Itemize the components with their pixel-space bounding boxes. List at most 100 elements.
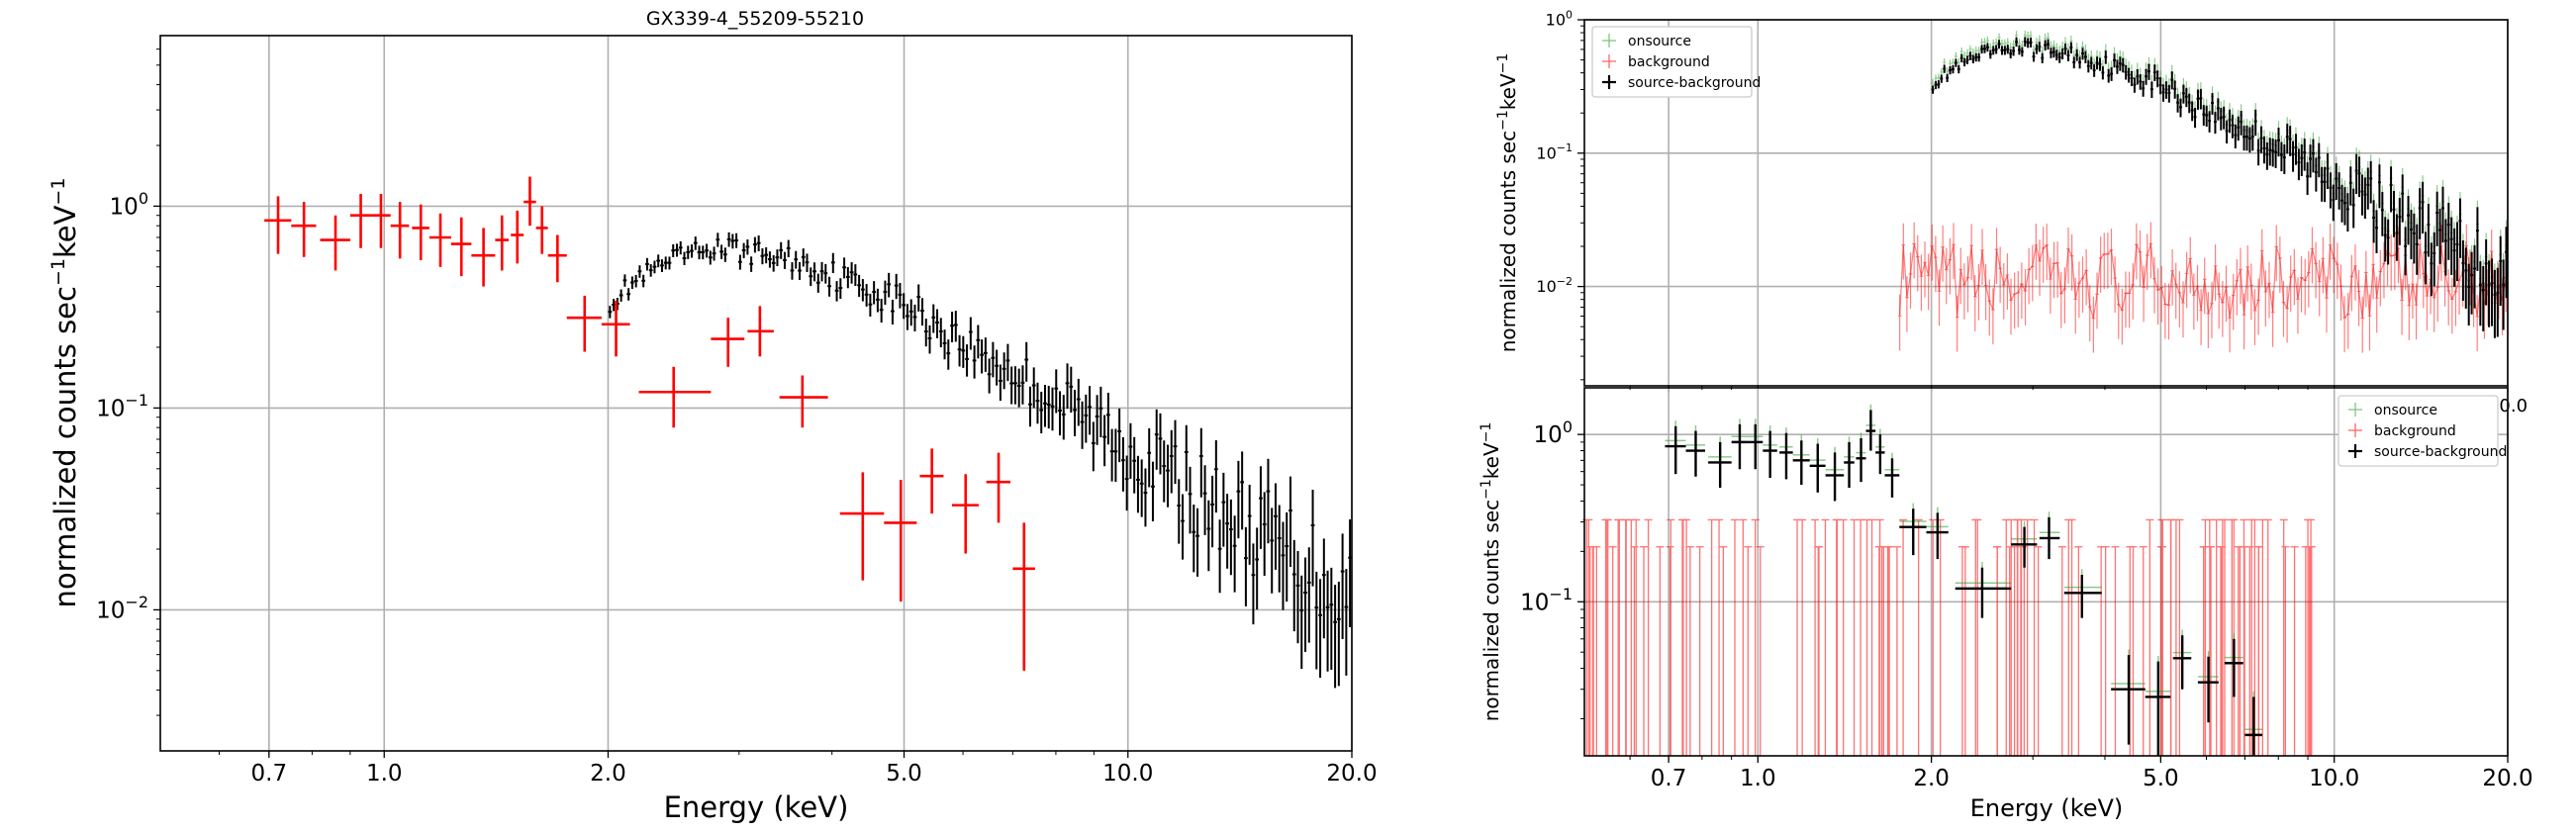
data-point-source-background bbox=[2213, 112, 2217, 135]
data-point-continuum bbox=[961, 335, 966, 368]
data-point-source-background bbox=[2245, 125, 2248, 151]
data-point-source-background bbox=[1825, 452, 1845, 502]
data-point-source-background bbox=[1980, 45, 1984, 54]
data-point-source-background bbox=[2101, 66, 2105, 80]
data-point-source-background bbox=[2224, 638, 2243, 697]
data-point-source-background bbox=[2184, 87, 2188, 108]
data-point-continuum bbox=[857, 274, 861, 298]
data-point-continuum bbox=[1136, 455, 1140, 513]
data-point-continuum bbox=[663, 256, 668, 270]
data-point-continuum bbox=[1192, 505, 1196, 573]
data-point-source-background bbox=[1952, 64, 1955, 74]
data-point-source-background bbox=[2389, 166, 2393, 213]
data-point-continuum bbox=[860, 279, 865, 302]
data-point-continuum bbox=[1076, 378, 1081, 426]
data-point-source-background bbox=[1899, 509, 1927, 556]
data-point-background bbox=[2106, 232, 2110, 289]
data-point-continuum bbox=[734, 232, 738, 248]
data-point-source-background bbox=[2039, 516, 2060, 560]
data-point-continuum bbox=[730, 233, 735, 249]
data-point-continuum bbox=[987, 358, 992, 394]
chart-main-y-axis-label: normalized counts sec−1keV−1 bbox=[48, 178, 82, 608]
data-point-source-background bbox=[2161, 84, 2165, 102]
data-point-source-background bbox=[2133, 77, 2137, 93]
data-point-source-background bbox=[1779, 432, 1793, 480]
data-point-source-background bbox=[2095, 56, 2099, 70]
data-point-source-background bbox=[2219, 108, 2223, 131]
chart-main-frame bbox=[159, 35, 1353, 752]
data-point-source-background bbox=[2383, 217, 2387, 262]
data-point-continuum bbox=[630, 276, 634, 289]
data-point-source-background bbox=[1965, 55, 1969, 64]
data-point-source-background bbox=[2366, 167, 2370, 210]
data-point-source-background bbox=[2250, 125, 2254, 151]
data-point-continuum bbox=[991, 341, 996, 378]
data-point-source-background bbox=[2438, 208, 2442, 264]
data-point-continuum bbox=[1295, 550, 1300, 644]
data-point-source-background bbox=[2271, 139, 2275, 167]
data-point-source-background bbox=[2130, 70, 2134, 87]
data-point-continuum bbox=[953, 311, 958, 342]
data-point-continuum bbox=[923, 319, 928, 347]
data-point-background bbox=[2446, 269, 2451, 325]
x-tick-label: 0.7 bbox=[251, 761, 288, 787]
data-point-continuum bbox=[957, 334, 962, 367]
data-point-source-background bbox=[2326, 153, 2330, 189]
data-point-background bbox=[2120, 288, 2125, 345]
data-point-continuum bbox=[1173, 419, 1178, 485]
data-point-continuum bbox=[879, 299, 884, 324]
data-point-continuum bbox=[1151, 461, 1155, 521]
data-point-continuum bbox=[637, 265, 642, 278]
data-point-source-background bbox=[2211, 93, 2214, 115]
data-point-source-background bbox=[1962, 57, 1966, 67]
data-point-continuum bbox=[916, 284, 921, 312]
data-point-source-background bbox=[2015, 37, 2018, 47]
data-point-continuum bbox=[790, 262, 795, 280]
data-point-red bbox=[566, 295, 602, 352]
data-point-source-background bbox=[1994, 45, 1998, 54]
data-point-source-background bbox=[2172, 635, 2192, 690]
data-point-continuum bbox=[1035, 382, 1040, 424]
data-point-source-background bbox=[2351, 188, 2355, 229]
data-point-source-background bbox=[2069, 42, 2073, 54]
data-point-continuum bbox=[1002, 352, 1006, 390]
y-tick-label: 10−1 bbox=[1536, 141, 1573, 162]
data-point-source-background bbox=[2253, 109, 2257, 137]
data-point-red bbox=[839, 472, 885, 581]
data-point-source-background bbox=[1708, 441, 1732, 489]
data-point-continuum bbox=[701, 245, 706, 260]
data-point-background bbox=[2020, 262, 2024, 320]
data-point-source-background bbox=[2060, 47, 2064, 60]
data-point-background bbox=[2012, 272, 2017, 329]
data-point-continuum bbox=[801, 248, 806, 267]
data-point-source-background bbox=[2003, 46, 2007, 55]
data-point-continuum bbox=[942, 329, 947, 360]
chart-main-plot-area bbox=[264, 176, 1352, 689]
ylabel-unit: keV bbox=[1479, 442, 1503, 479]
data-point-continuum bbox=[719, 244, 723, 259]
chart-main-x-axis-label: Energy (keV) bbox=[664, 790, 849, 824]
data-point-source-background bbox=[2256, 139, 2260, 166]
data-point-continuum bbox=[999, 364, 1002, 402]
data-point-continuum bbox=[902, 293, 906, 320]
data-point-continuum bbox=[760, 248, 765, 265]
data-point-continuum bbox=[809, 267, 813, 287]
data-point-source-background bbox=[2066, 49, 2070, 61]
data-point-continuum bbox=[1314, 571, 1319, 670]
ylabel-text: normalized counts sec bbox=[1479, 500, 1503, 721]
data-point-source-background bbox=[2228, 109, 2232, 134]
data-point-continuum bbox=[1285, 511, 1289, 602]
data-point-source-background bbox=[2487, 260, 2491, 327]
data-point-red bbox=[919, 448, 944, 514]
data-point-source-background bbox=[1856, 437, 1866, 483]
data-point-source-background bbox=[2446, 203, 2450, 260]
data-point-source-background bbox=[2475, 207, 2479, 271]
data-point-source-background bbox=[2300, 143, 2304, 177]
data-point-continuum bbox=[1080, 401, 1085, 449]
data-point-source-background bbox=[1983, 45, 1986, 53]
data-point-continuum bbox=[656, 254, 661, 268]
data-point-source-background bbox=[2455, 222, 2459, 282]
data-point-continuum bbox=[1277, 505, 1282, 593]
data-point-continuum bbox=[927, 324, 932, 354]
data-point-continuum bbox=[1088, 386, 1092, 435]
